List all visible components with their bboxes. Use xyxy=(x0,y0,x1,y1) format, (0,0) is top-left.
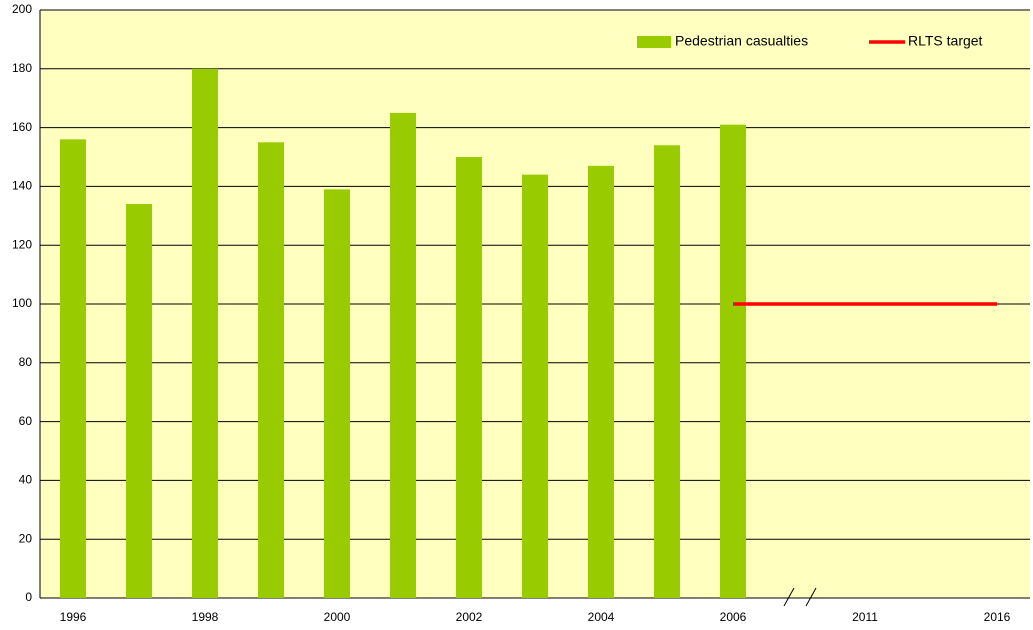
bar xyxy=(324,189,350,598)
x-tick-label: 1996 xyxy=(60,610,87,624)
y-tick-label: 200 xyxy=(12,2,32,16)
bar xyxy=(126,204,152,599)
y-tick-label: 60 xyxy=(19,414,33,428)
bar xyxy=(588,165,614,598)
bar xyxy=(654,145,680,599)
axis-break xyxy=(805,587,817,607)
axis-break xyxy=(783,587,795,607)
y-tick-label: 80 xyxy=(19,355,33,369)
y-tick-label: 0 xyxy=(25,590,32,604)
x-tick-label: 2006 xyxy=(720,610,747,624)
y-tick-label: 20 xyxy=(19,531,33,545)
y-tick-label: 180 xyxy=(12,61,32,75)
x-tick-label: 2011 xyxy=(852,610,878,624)
bar xyxy=(456,157,482,598)
x-tick-label: 1998 xyxy=(192,610,219,624)
x-tick-label: 2000 xyxy=(324,610,351,624)
x-tick-label: 2016 xyxy=(984,610,1011,624)
x-tick-label: 2004 xyxy=(588,610,615,624)
bar xyxy=(522,174,548,598)
bar xyxy=(60,139,86,599)
y-tick-label: 120 xyxy=(12,237,32,251)
legend-swatch xyxy=(637,36,671,48)
y-tick-label: 100 xyxy=(12,296,32,310)
bar xyxy=(720,124,746,598)
x-tick-label: 2002 xyxy=(456,610,483,624)
y-tick-label: 40 xyxy=(19,473,33,487)
legend-label: Pedestrian casualties xyxy=(675,33,808,49)
y-tick-label: 160 xyxy=(12,120,32,134)
y-tick-label: 140 xyxy=(12,179,32,193)
bar xyxy=(258,142,284,599)
bar xyxy=(390,112,416,599)
bar xyxy=(192,68,218,599)
legend-label: RLTS target xyxy=(908,33,983,49)
